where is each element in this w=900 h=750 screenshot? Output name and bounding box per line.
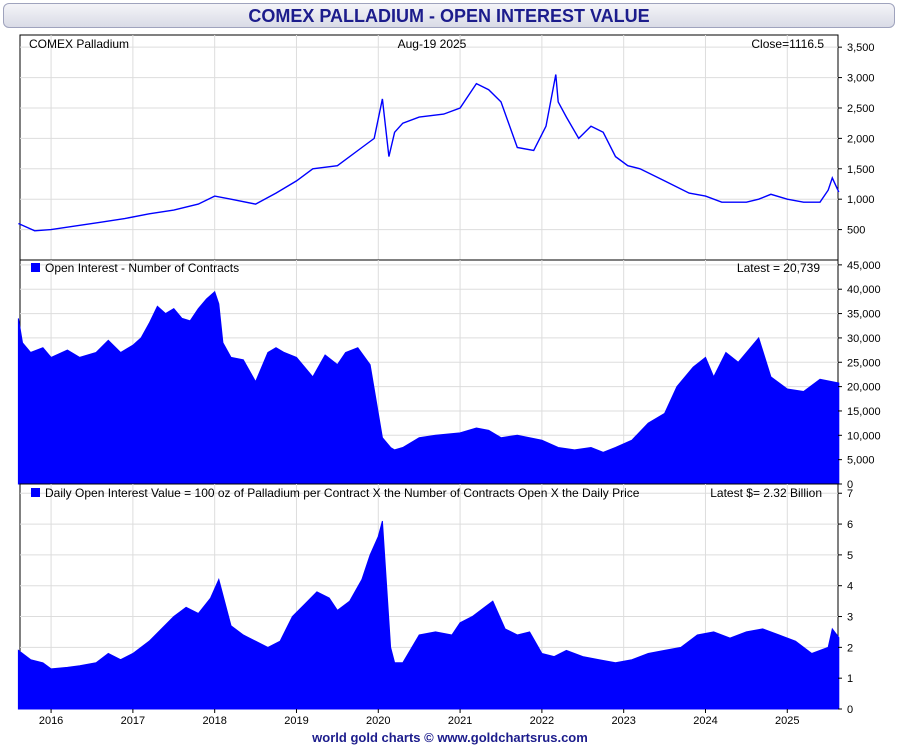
open-interest-panel: 0 5,000 10,000 15,000 20,000 25,000 30,000 35,0…	[17, 259, 881, 491]
y-tick-label: 2,000	[847, 133, 875, 145]
y-tick-label: 0	[847, 479, 853, 491]
x-tick-label: 2021	[448, 715, 472, 727]
y-tick-label: 30,000	[847, 333, 881, 345]
y-tick-label: 7	[847, 488, 853, 500]
x-tick-label: 2017	[121, 715, 145, 727]
y-tick-label: 4	[847, 581, 853, 593]
price-y-axis: 500 1,000 1,500 2,000 2,500 3,000 3,500	[838, 42, 875, 237]
y-tick-label: 6	[847, 519, 853, 531]
series-line	[18, 74, 840, 232]
x-tick-label: 2019	[284, 715, 308, 727]
y-tick-label: 1,500	[847, 164, 875, 176]
y-tick-label: 0	[847, 704, 853, 716]
y-tick-label: 2,500	[847, 103, 875, 115]
price-panel: 500 1,000 1,500 2,000 2,500 3,000 3,500 COMEX …	[18, 34, 875, 261]
open-interest-series	[17, 290, 840, 485]
x-tick-label: 2024	[693, 715, 717, 727]
price-panel-label: COMEX Palladium	[29, 37, 129, 51]
open-interest-label: Open Interest - Number of Contracts	[45, 261, 239, 275]
oi-value-panel: 0 1 2 3 4 5 6 7 Daily Open Interest Value = 100…	[17, 483, 853, 716]
y-tick-label: 15,000	[847, 406, 881, 418]
chart-title: COMEX PALLADIUM - OPEN INTEREST VALUE	[3, 3, 895, 28]
y-tick-label: 5,000	[847, 455, 875, 467]
y-tick-label: 40,000	[847, 284, 881, 296]
series-area	[17, 520, 840, 710]
x-tick-label: 2016	[39, 715, 63, 727]
y-tick-label: 5	[847, 550, 853, 562]
x-tick-label: 2023	[611, 715, 635, 727]
y-tick-label: 3	[847, 612, 853, 624]
oi-value-legend-swatch	[31, 488, 40, 497]
oi-value-series	[17, 520, 840, 710]
y-tick-label: 500	[847, 225, 865, 237]
y-tick-label: 3,000	[847, 73, 875, 85]
y-tick-label: 2	[847, 642, 853, 654]
oi-value-label: Daily Open Interest Value = 100 oz of Pa…	[45, 486, 640, 500]
oi-value-latest: Latest $= 2.32 Billion	[710, 486, 822, 500]
y-tick-label: 25,000	[847, 357, 881, 369]
price-panel-close: Close=1116.5	[751, 37, 824, 51]
y-tick-label: 45,000	[847, 260, 881, 272]
y-tick-label: 3,500	[847, 42, 875, 54]
footer-credit: world gold charts © www.goldchartsrus.co…	[312, 730, 588, 745]
x-tick-label: 2020	[366, 715, 390, 727]
series-area	[17, 290, 840, 485]
x-tick-label: 2022	[530, 715, 554, 727]
price-panel-frame	[19, 34, 839, 261]
price-panel-date: Aug-19 2025	[398, 37, 467, 51]
x-axis: 2016 2017 2018 2019 2020 2021 2022 2023 2024 2025	[39, 709, 800, 727]
x-tick-label: 2025	[775, 715, 799, 727]
open-interest-y-axis: 0 5,000 10,000 15,000 20,000 25,000 30,000 35,0…	[838, 260, 881, 491]
open-interest-legend-swatch	[31, 263, 40, 272]
x-tick-label: 2018	[202, 715, 226, 727]
y-tick-label: 1,000	[847, 194, 875, 206]
y-tick-label: 10,000	[847, 430, 881, 442]
price-grid	[20, 35, 838, 260]
open-interest-latest: Latest = 20,739	[737, 261, 820, 275]
y-tick-label: 20,000	[847, 382, 881, 394]
y-tick-label: 1	[847, 673, 853, 685]
oi-value-y-axis: 0 1 2 3 4 5 6 7	[838, 488, 853, 716]
price-series	[18, 74, 840, 232]
y-tick-label: 35,000	[847, 309, 881, 321]
